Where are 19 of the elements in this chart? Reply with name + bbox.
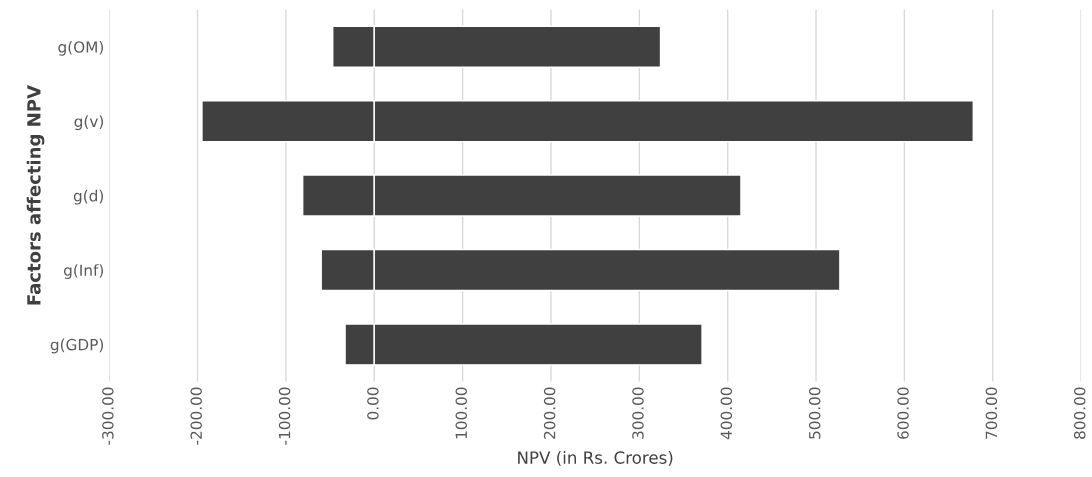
x-tick-label: 100.00 (455, 387, 468, 439)
x-tick-label: 0.00 (367, 387, 379, 420)
y-tick-label: g(Inf) (63, 264, 104, 279)
x-tick-label: 800.00 (1073, 387, 1086, 439)
y-tick-label: g(GDP) (50, 338, 104, 354)
y-tick-label: g(v) (74, 115, 104, 131)
y-tick-label: g(d) (73, 189, 104, 205)
x-tick-label: -200.00 (190, 387, 202, 445)
x-tick-label: 500.00 (808, 387, 821, 439)
x-axis-title: NPV (in Rs. Crores) (518, 450, 673, 466)
x-tick-label: 200.00 (543, 387, 556, 439)
x-tick-label: 600.00 (897, 387, 909, 439)
x-tick-label: 300.00 (632, 387, 644, 439)
y-tick-label: g(OM) (58, 40, 104, 56)
x-tick-label: -300.00 (102, 387, 114, 445)
x-tick-label: 400.00 (720, 387, 733, 440)
x-tick-label: 700.00 (985, 387, 998, 439)
y-axis-title: Factors affecting NPV (26, 85, 45, 305)
x-tick-label: -100.00 (278, 387, 291, 445)
